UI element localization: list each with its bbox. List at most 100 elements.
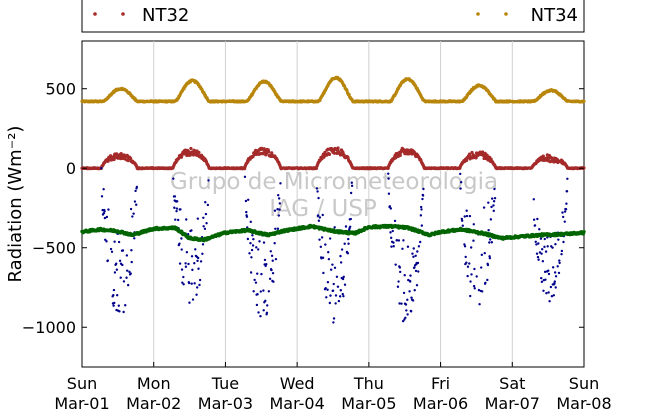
blue-series-point bbox=[548, 300, 551, 303]
blue-series-point bbox=[412, 255, 415, 258]
blue-series-point bbox=[190, 229, 193, 232]
nt34-point bbox=[582, 99, 586, 103]
y-tick-label: −500 bbox=[32, 239, 76, 258]
blue-series-point bbox=[326, 280, 330, 284]
blue-series-point bbox=[129, 272, 132, 275]
blue-series-point bbox=[422, 187, 425, 191]
blue-series-point bbox=[257, 248, 260, 251]
blue-series-point bbox=[122, 310, 125, 314]
blue-series-point bbox=[249, 241, 252, 245]
blue-series-point bbox=[469, 294, 472, 298]
blue-series-point bbox=[184, 265, 188, 268]
blue-series-point bbox=[405, 309, 408, 312]
blue-series-point bbox=[254, 281, 258, 284]
blue-series-point bbox=[259, 290, 262, 293]
blue-series-point bbox=[338, 295, 342, 298]
blue-series-point bbox=[195, 293, 198, 296]
blue-series-point bbox=[466, 274, 469, 278]
blue-series-point bbox=[459, 181, 463, 184]
blue-series-point bbox=[337, 299, 341, 303]
blue-series-point bbox=[135, 203, 138, 206]
blue-series-point bbox=[129, 207, 133, 211]
blue-series-point bbox=[413, 266, 416, 269]
blue-series-point bbox=[389, 236, 393, 240]
blue-series-point bbox=[185, 251, 189, 254]
blue-series-point bbox=[412, 247, 415, 250]
x-tick-date: Mar-02 bbox=[126, 394, 181, 409]
blue-series-point bbox=[403, 273, 406, 277]
blue-series-point bbox=[187, 281, 191, 285]
blue-series-point bbox=[465, 209, 468, 212]
blue-series-point bbox=[103, 216, 107, 220]
blue-series-point bbox=[492, 204, 495, 207]
blue-series-point bbox=[463, 245, 467, 248]
blue-series-point bbox=[277, 197, 281, 200]
blue-series-point bbox=[115, 268, 119, 271]
blue-series-point bbox=[540, 248, 544, 251]
blue-series-point bbox=[549, 285, 553, 289]
blue-series-point bbox=[419, 214, 423, 217]
blue-series-point bbox=[100, 195, 104, 198]
blue-series-point bbox=[173, 195, 177, 198]
blue-series-point bbox=[244, 199, 248, 203]
blue-series-point bbox=[100, 167, 103, 170]
blue-series-point bbox=[408, 290, 411, 293]
blue-series-point bbox=[532, 198, 535, 201]
blue-series-point bbox=[541, 259, 545, 263]
blue-series-point bbox=[537, 242, 540, 245]
blue-series-point bbox=[480, 253, 484, 257]
blue-series-point bbox=[561, 215, 565, 219]
blue-series-point bbox=[488, 256, 492, 260]
blue-series-point bbox=[191, 298, 195, 301]
blue-series-point bbox=[319, 245, 323, 249]
blue-series-point bbox=[473, 287, 476, 290]
blue-series-point bbox=[410, 296, 413, 299]
nt32-point bbox=[341, 150, 345, 155]
blue-series-point bbox=[459, 187, 462, 190]
blue-series-point bbox=[419, 205, 423, 209]
blue-series-point bbox=[350, 181, 353, 184]
blue-series-point bbox=[390, 245, 393, 248]
blue-series-point bbox=[252, 237, 255, 241]
blue-series-point bbox=[544, 250, 548, 253]
x-tick-date: Mar-01 bbox=[54, 394, 109, 409]
grid-lines bbox=[153, 41, 513, 367]
blue-series-point bbox=[121, 249, 125, 252]
blue-series-point bbox=[472, 284, 476, 288]
blue-series-point bbox=[262, 289, 265, 292]
blue-series-point bbox=[130, 249, 133, 252]
blue-series-point bbox=[392, 245, 395, 248]
legend-label: NT32 bbox=[142, 5, 189, 26]
blue-series-point bbox=[472, 239, 475, 242]
blue-series-point bbox=[106, 259, 110, 262]
blue-series-point bbox=[317, 219, 321, 222]
nt32-point bbox=[327, 152, 332, 156]
blue-series-point bbox=[566, 177, 569, 180]
blue-series-point bbox=[411, 299, 415, 302]
blue-series-point bbox=[245, 215, 249, 218]
nt32-point bbox=[188, 153, 193, 157]
blue-series-point bbox=[346, 252, 350, 255]
blue-series-point bbox=[131, 215, 134, 218]
blue-series-point bbox=[272, 280, 275, 283]
blue-series-point bbox=[490, 197, 494, 200]
blue-series-point bbox=[489, 218, 493, 221]
blue-series-point bbox=[270, 254, 274, 258]
blue-series-point bbox=[176, 200, 179, 203]
blue-series-point bbox=[340, 248, 344, 251]
blue-series-point bbox=[115, 262, 118, 265]
x-tick-weekday: Mon bbox=[137, 374, 171, 393]
blue-series-point bbox=[553, 280, 556, 283]
blue-series-point bbox=[540, 252, 543, 255]
blue-series-point bbox=[465, 261, 468, 264]
blue-series-point bbox=[333, 226, 336, 229]
blue-series-point bbox=[263, 258, 267, 262]
blue-series-point bbox=[335, 275, 339, 279]
blue-series-point bbox=[175, 207, 179, 210]
blue-series-point bbox=[414, 269, 418, 273]
blue-series-point bbox=[466, 265, 470, 268]
x-tick-labels: SunMar-01MonMar-02TueMar-03WedMar-04ThuM… bbox=[54, 374, 611, 409]
blue-series-point bbox=[347, 242, 350, 245]
blue-series-point bbox=[135, 185, 139, 189]
blue-series-point bbox=[488, 255, 491, 258]
